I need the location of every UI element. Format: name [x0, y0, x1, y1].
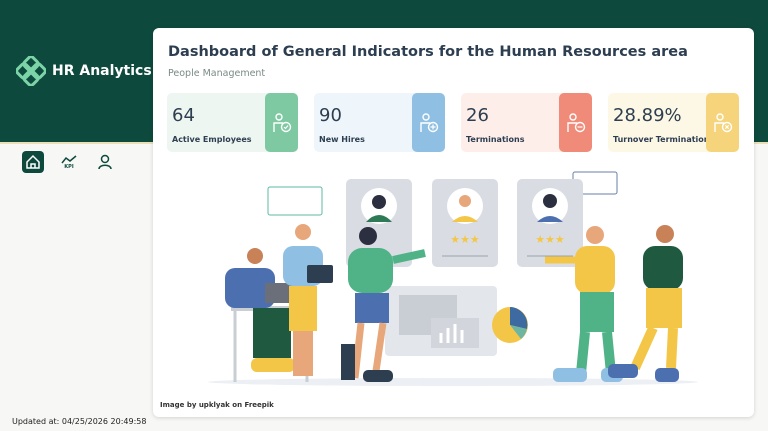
updated-at: Updated at: 04/25/2026 20:49:58	[12, 417, 147, 426]
illustration: ★★★ ★★★	[208, 171, 698, 386]
board	[385, 286, 528, 356]
brand-name: HR Analytics	[52, 63, 152, 79]
kpi-label: New Hires	[319, 135, 365, 144]
subtitle: People Management	[168, 68, 266, 79]
kpi-card: 28.89% Turnover Terminations	[608, 93, 739, 152]
kpi-label: Active Employees	[172, 135, 252, 144]
kpi-value: 64	[172, 105, 195, 126]
kpi-card: 26 Terminations	[461, 93, 592, 152]
nav-label: KPI	[64, 163, 74, 170]
icon	[272, 112, 291, 132]
kpi-label: Turnover Terminations	[613, 135, 715, 144]
nav-people[interactable]	[94, 151, 116, 173]
home-icon	[26, 154, 40, 169]
kpi-icon	[706, 93, 739, 152]
icon	[566, 112, 585, 132]
window-card	[267, 186, 323, 216]
image-credit: Image by upklyak on Freepik	[160, 401, 274, 409]
kpi-value: 90	[319, 105, 342, 126]
svg-text:★★★: ★★★	[450, 233, 480, 246]
kpi-card: 90 New Hires	[314, 93, 445, 152]
nav-home[interactable]	[22, 151, 44, 173]
nav: KPI	[22, 151, 116, 173]
icon	[419, 112, 438, 132]
kpi-icon	[412, 93, 445, 152]
kpi-value: 28.89%	[613, 105, 682, 126]
kpi-icon	[265, 93, 298, 152]
brand: HR Analytics	[16, 56, 152, 86]
person-icon	[98, 154, 112, 170]
title: Dashboard of General Indicators for the …	[168, 44, 688, 60]
nav-kpi[interactable]: KPI	[58, 151, 80, 173]
svg-text:★★★: ★★★	[535, 233, 565, 246]
people	[225, 224, 683, 382]
kpi-value: 26	[466, 105, 489, 126]
kpi-icon	[559, 93, 592, 152]
logo	[16, 56, 46, 86]
icon	[713, 112, 732, 132]
floor	[208, 378, 698, 386]
kpi-icon	[61, 154, 77, 163]
kpi-label: Terminations	[466, 135, 525, 144]
main-card: Dashboard of General Indicators for the …	[153, 28, 754, 417]
profile-cards: ★★★ ★★★	[346, 179, 583, 267]
kpi-card: 64 Active Employees	[167, 93, 298, 152]
